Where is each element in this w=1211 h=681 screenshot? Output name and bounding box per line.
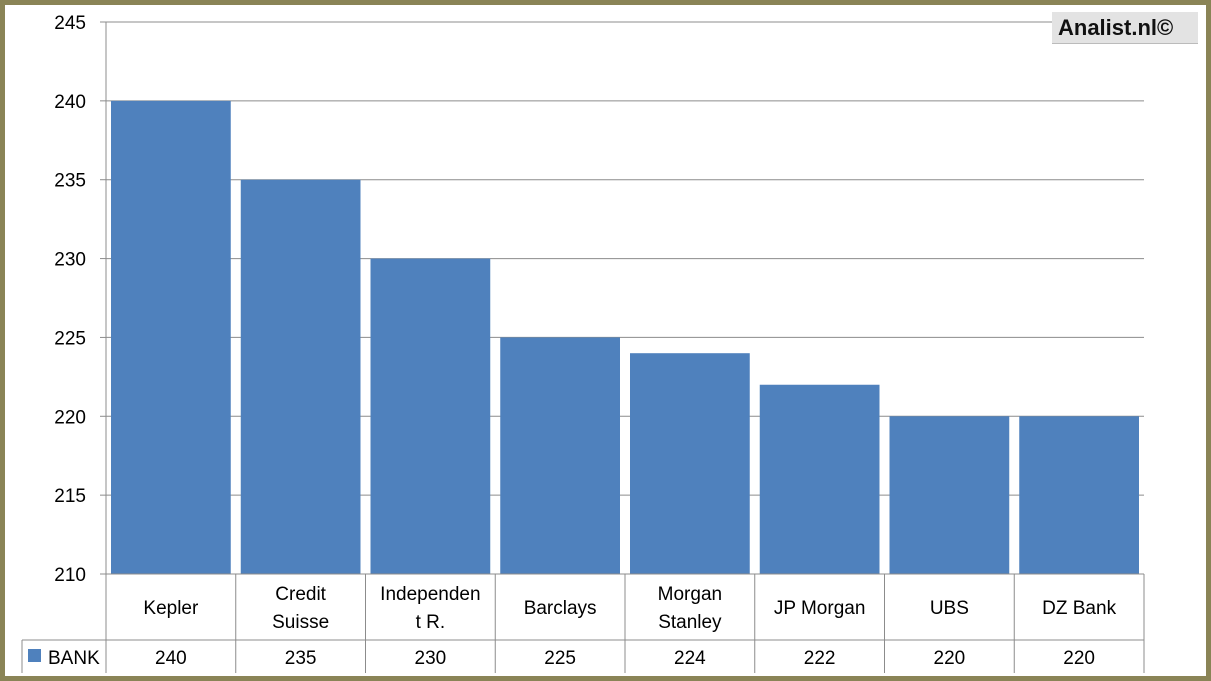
bar-5 xyxy=(759,384,880,574)
bar-3 xyxy=(500,337,620,574)
watermark-logo: Analist.nl© xyxy=(1052,12,1198,44)
table-value-6: 220 xyxy=(934,648,966,669)
x-category-label-1-1: Suisse xyxy=(272,612,329,633)
bar-7 xyxy=(1019,416,1139,574)
y-tick-label-230: 230 xyxy=(54,250,86,271)
y-tick-label-220: 220 xyxy=(54,407,86,428)
y-tick-label-235: 235 xyxy=(54,171,86,192)
y-tick-label-240: 240 xyxy=(54,92,86,113)
bar-0 xyxy=(111,100,231,574)
table-value-7: 220 xyxy=(1063,648,1095,669)
table-value-1: 235 xyxy=(285,648,317,669)
table-value-2: 230 xyxy=(415,648,447,669)
x-category-label-3-0: Barclays xyxy=(524,598,597,619)
x-category-label-4-1: Stanley xyxy=(658,612,722,633)
x-category-label-4-0: Morgan xyxy=(658,584,722,605)
legend-label-bank: BANK xyxy=(48,648,100,669)
bar-2 xyxy=(370,258,491,574)
y-tick-label-245: 245 xyxy=(54,13,86,34)
x-category-label-6-0: UBS xyxy=(930,598,969,619)
y-tick-label-215: 215 xyxy=(54,486,86,507)
table-value-3: 225 xyxy=(544,648,576,669)
x-category-label-1-0: Credit xyxy=(275,584,326,605)
legend-swatch xyxy=(28,649,41,662)
x-category-label-2-0: Independen xyxy=(380,584,480,605)
x-category-label-7-0: DZ Bank xyxy=(1042,598,1116,619)
table-value-4: 224 xyxy=(674,648,706,669)
bar-1 xyxy=(240,179,361,574)
bar-6 xyxy=(889,416,1010,574)
x-category-label-5-0: JP Morgan xyxy=(774,598,866,619)
y-tick-label-225: 225 xyxy=(54,328,86,349)
y-tick-label-210: 210 xyxy=(54,565,86,586)
x-category-label-2-1: t R. xyxy=(416,612,446,633)
x-category-label-0-0: Kepler xyxy=(143,598,199,619)
table-value-5: 222 xyxy=(804,648,836,669)
bar-4 xyxy=(630,353,750,574)
table-value-0: 240 xyxy=(155,648,187,669)
